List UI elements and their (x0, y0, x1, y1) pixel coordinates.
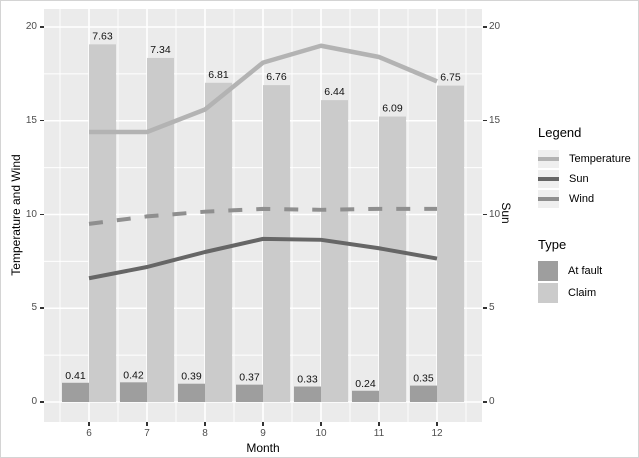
legend-label: Sun (569, 173, 589, 185)
bar-claim (379, 116, 406, 402)
bar-label-at-fault: 0.35 (413, 373, 434, 385)
legend-fills-title: Type (538, 237, 567, 252)
bar-at-fault (120, 382, 147, 402)
x-tick-label: 7 (144, 428, 150, 439)
x-tick-mark (146, 422, 148, 426)
x-tick-mark (204, 422, 206, 426)
y-tick-label-right: 15 (489, 114, 501, 126)
y-tick-mark-right (483, 119, 487, 122)
legend-lines-title: Legend (538, 125, 582, 140)
legend-entry-wind: Wind (538, 189, 638, 209)
y-tick-label-left: 5 (31, 302, 37, 314)
y-tick-mark-right (483, 26, 487, 28)
bar-label-at-fault: 0.33 (297, 374, 318, 386)
bar-claim (263, 85, 290, 402)
bar-label-at-fault: 0.37 (239, 372, 260, 384)
legend-label: At fault (568, 265, 603, 277)
legend-entry-temperature: Temperature (538, 149, 638, 169)
bar-label-at-fault: 0.24 (355, 378, 376, 390)
x-tick-label: 12 (431, 428, 443, 439)
bar-label-claim: 6.81 (208, 69, 229, 81)
bar-at-fault (294, 386, 321, 402)
y-tick-label-right: 0 (489, 396, 495, 407)
legend-key-line (538, 150, 559, 168)
y-tick-label-left: 15 (25, 114, 37, 126)
bar-label-claim: 6.44 (324, 86, 345, 98)
x-tick-label: 9 (260, 428, 266, 439)
y-tick-mark-right (483, 213, 487, 215)
bar-label-at-fault: 0.42 (123, 369, 144, 381)
y-tick-label-right: 10 (489, 208, 501, 220)
x-tick-mark (378, 422, 380, 426)
legend-panel: Legend Temperature Sun Wind Type At fault C… (538, 125, 638, 305)
x-tick-mark (88, 422, 90, 426)
bar-claim (205, 82, 232, 402)
bar-at-fault (236, 384, 263, 402)
y-tick-label-left: 10 (25, 208, 37, 220)
y-tick-mark-right (483, 401, 487, 403)
y-tick-label-right: 5 (489, 302, 495, 314)
legend-key-line (538, 170, 559, 188)
x-tick-label: 6 (86, 428, 92, 439)
y-tick-mark-left (40, 26, 44, 28)
legend-key-swatch (538, 283, 558, 303)
y-tick-mark-left (40, 307, 44, 309)
plot-canvas: 0.41 7.63 0.42 7.34 0.39 6.81 0.37 6.76 0.33 6.44… (44, 9, 482, 422)
x-axis-title: Month (246, 441, 280, 455)
bar-at-fault (352, 390, 379, 402)
legend-fills-entries: At fault Claim (538, 261, 638, 303)
legend-key-line (538, 190, 559, 208)
y-tick-label-right: 20 (489, 21, 501, 32)
bar-at-fault (410, 385, 437, 402)
line-temperature (89, 43, 438, 135)
x-tick-label: 11 (373, 428, 385, 439)
legend-key-swatch (538, 261, 558, 281)
x-tick-mark (262, 422, 264, 426)
legend-entry-claim: Claim (538, 283, 638, 303)
y-tick-label-left: 0 (31, 396, 37, 407)
bar-at-fault (62, 382, 89, 402)
bar-claim (437, 85, 464, 402)
y-tick-mark-left (40, 401, 44, 403)
x-tick-label: 10 (315, 428, 327, 439)
legend-label: Claim (568, 287, 597, 299)
line-sun (88, 236, 438, 281)
legend-line-sample (538, 177, 559, 181)
x-tick-mark (436, 422, 438, 426)
bar-label-claim: 7.63 (92, 30, 113, 42)
x-tick-mark (320, 422, 322, 426)
line-wind (88, 206, 437, 226)
bar-claim (321, 100, 348, 402)
y-tick-mark-right (483, 307, 487, 309)
y-tick-mark-left (40, 213, 44, 215)
legend-label: Wind (569, 193, 595, 205)
bar-label-claim: 7.34 (150, 44, 171, 56)
bar-label-claim: 6.76 (266, 71, 287, 83)
bar-claim (147, 57, 174, 402)
legend-lines-entries: Temperature Sun Wind (538, 149, 638, 209)
legend-line-sample (538, 157, 559, 161)
bar-label-at-fault: 0.41 (65, 370, 86, 382)
y-tick-mark-left (40, 119, 44, 122)
bar-label-claim: 6.75 (440, 72, 461, 84)
bar-label-at-fault: 0.39 (181, 371, 202, 383)
legend-line-sample (538, 197, 559, 201)
legend-entry-at-fault: At fault (538, 261, 638, 281)
legend-label: Temperature (569, 153, 631, 165)
y-tick-label-left: 20 (25, 21, 37, 32)
plot-panel: 0.41 7.63 0.42 7.34 0.39 6.81 0.37 6.76 0.33 6.44… (44, 9, 482, 422)
bar-at-fault (178, 383, 205, 402)
legend-entry-sun: Sun (538, 169, 638, 189)
bar-label-claim: 6.09 (382, 103, 403, 115)
x-tick-label: 8 (202, 428, 208, 439)
